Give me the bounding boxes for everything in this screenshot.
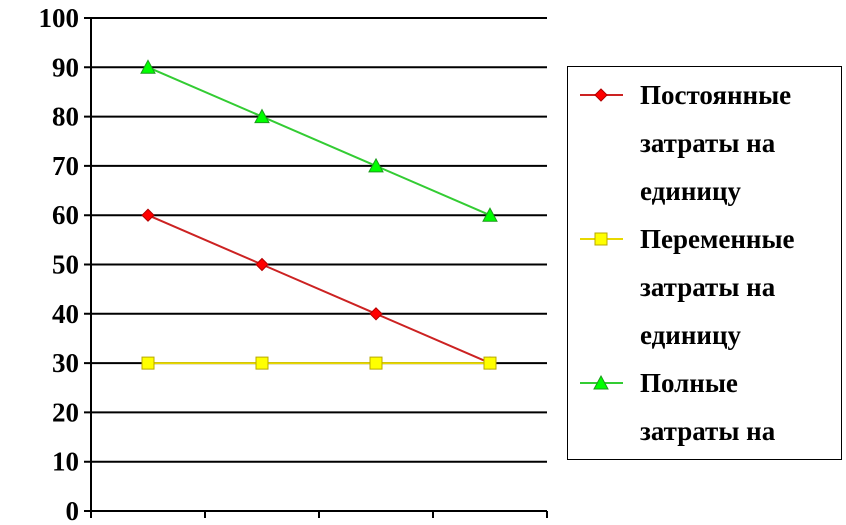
data-point <box>593 374 609 390</box>
legend-label: Переменные <box>640 224 795 254</box>
data-point <box>140 59 156 74</box>
data-point <box>483 356 497 370</box>
legend-label: затраты на <box>640 272 776 302</box>
series-line <box>147 66 491 217</box>
data-point <box>594 88 608 102</box>
y-tick-label: 70 <box>52 151 79 181</box>
y-tick-label: 50 <box>52 250 79 280</box>
legend-label: затраты на <box>640 128 776 158</box>
data-point <box>368 157 384 173</box>
data-point <box>141 356 155 370</box>
axes <box>90 18 548 518</box>
legend-label: Полные <box>640 368 738 398</box>
y-tick-label: 20 <box>52 397 79 427</box>
legend-item-2: Переменные затраты на единицу <box>580 224 795 350</box>
y-tick-label: 90 <box>52 52 79 82</box>
gridlines <box>84 17 547 512</box>
legend-content: Постоянные затраты на единицу Переменные зат… <box>580 80 795 494</box>
data-point <box>255 257 269 272</box>
series-2 <box>141 356 497 370</box>
legend: Постоянные затраты на единицу Переменные зат… <box>567 66 842 494</box>
series-3 <box>140 59 498 222</box>
y-tick-label: 40 <box>52 299 79 329</box>
series-1 <box>141 208 497 370</box>
legend-label: Постоянные <box>640 80 791 110</box>
legend-item-1: Постоянные затраты на единицу <box>580 80 791 206</box>
data-point <box>594 232 608 246</box>
y-tick-label: 10 <box>52 447 79 477</box>
legend-label: единицу <box>640 176 742 206</box>
legend-label: единицу <box>640 320 742 350</box>
y-tick-label: 60 <box>52 200 79 230</box>
series-layer <box>140 59 498 370</box>
y-tick-label: 100 <box>39 3 80 33</box>
y-tick-label: 30 <box>52 348 79 378</box>
data-point <box>369 307 383 321</box>
series-line <box>147 214 491 365</box>
data-point <box>369 356 383 370</box>
data-point <box>254 108 270 124</box>
y-tick-label: 0 <box>66 496 80 525</box>
y-tick-label: 80 <box>52 102 79 132</box>
data-point <box>141 208 155 222</box>
y-axis-ticks: 0 10 20 30 40 50 60 70 80 90 100 <box>39 3 80 525</box>
data-point <box>482 207 498 222</box>
data-point <box>255 356 269 370</box>
legend-label: затраты на <box>640 416 776 446</box>
